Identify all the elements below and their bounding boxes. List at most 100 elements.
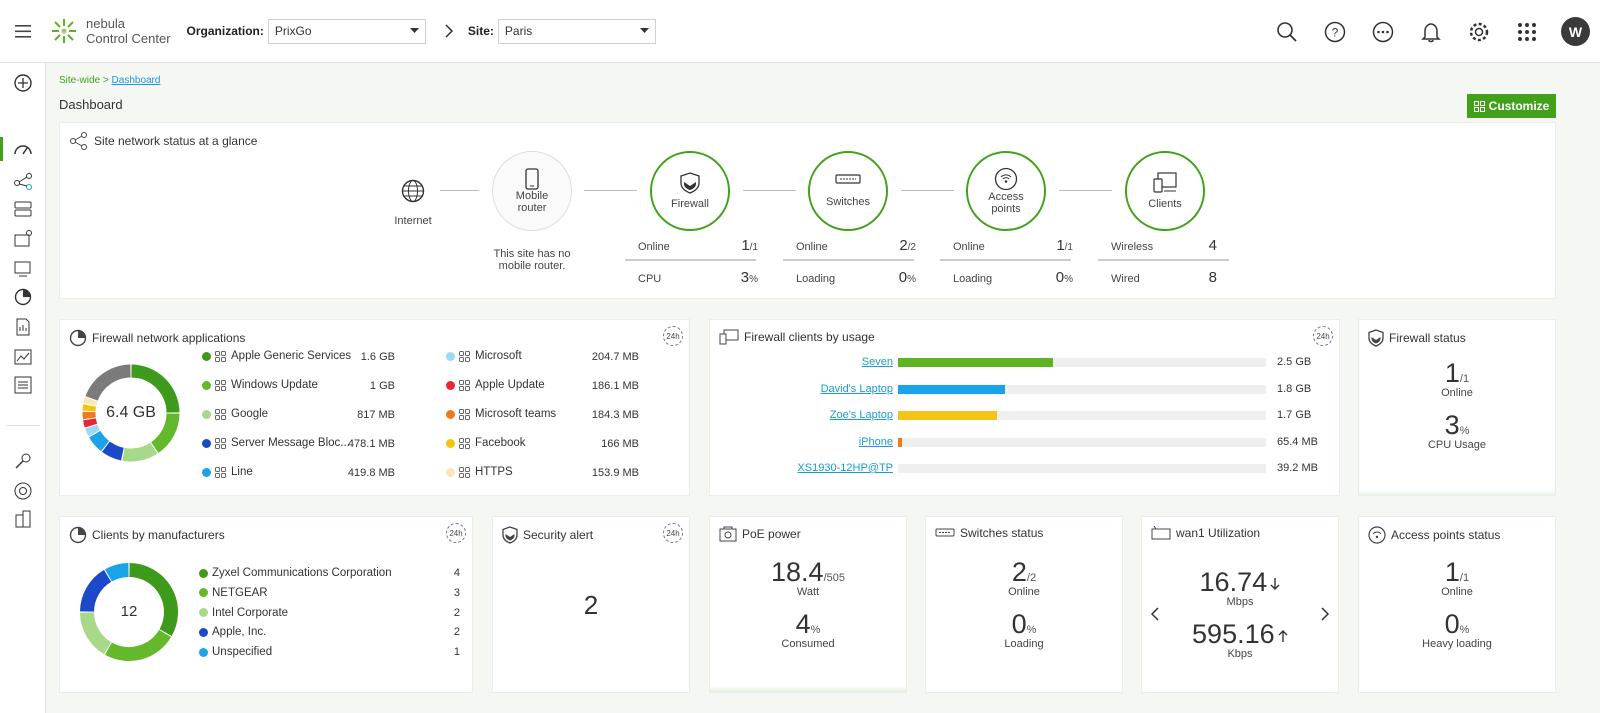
- app-legend-item[interactable]: Microsoft teams: [446, 408, 556, 420]
- manufacturer-legend-item[interactable]: Unspecified: [199, 646, 272, 658]
- donut-segment[interactable]: [80, 612, 112, 655]
- line-chart-icon[interactable]: [13, 347, 33, 367]
- client-link[interactable]: Seven: [861, 356, 893, 368]
- gauge-icon[interactable]: [13, 139, 33, 159]
- more-icon[interactable]: [1369, 18, 1397, 46]
- donut-segment[interactable]: [131, 364, 180, 413]
- help-icon[interactable]: ?: [1321, 18, 1349, 46]
- donut-segment[interactable]: [122, 442, 158, 462]
- app-legend-name: Facebook: [475, 437, 526, 449]
- server-icon[interactable]: [13, 199, 33, 219]
- menu-icon[interactable]: [0, 0, 46, 63]
- app-legend-item[interactable]: Microsoft: [446, 350, 522, 362]
- fw-clients-title-text: Firewall clients by usage: [744, 330, 875, 344]
- fw-clients-title: Firewall clients by usage: [719, 329, 875, 345]
- ap-load-unit: %: [1064, 274, 1073, 285]
- report-icon[interactable]: [13, 317, 33, 337]
- app-legend-value: 153.9 MB: [591, 467, 639, 479]
- building-icon[interactable]: [13, 509, 33, 529]
- app-legend-value: 1 GB: [369, 380, 395, 392]
- legend-dot: [202, 380, 211, 390]
- support-icon[interactable]: [13, 481, 33, 501]
- donut-segment[interactable]: [82, 404, 97, 412]
- app-icon: [215, 350, 226, 362]
- donut-segment[interactable]: [150, 413, 180, 453]
- 24h-icon[interactable]: 24h: [1313, 326, 1333, 346]
- firewall-node[interactable]: Firewall: [650, 151, 730, 231]
- org-select[interactable]: PrixGo: [267, 18, 426, 44]
- client-link[interactable]: Zoe's Laptop: [829, 409, 893, 421]
- app-legend-name: HTTPS: [475, 466, 513, 478]
- pie-chart-icon: [69, 526, 87, 544]
- clients-node[interactable]: Clients: [1125, 151, 1205, 231]
- avatar[interactable]: W: [1561, 17, 1590, 46]
- monitor-icon[interactable]: [13, 259, 33, 279]
- donut-segment[interactable]: [85, 364, 131, 401]
- customize-button[interactable]: Customize: [1467, 94, 1556, 118]
- app-legend-item[interactable]: HTTPS: [446, 466, 513, 478]
- manufacturer-count: 1: [453, 646, 460, 659]
- chevron-right-icon: [445, 24, 453, 38]
- fw-online-total: /1: [749, 242, 758, 253]
- wan-upload-unit: Kbps: [1227, 648, 1253, 660]
- donut-segment[interactable]: [129, 563, 178, 636]
- usage-bar: [898, 437, 903, 447]
- usage-bar-track: [898, 384, 1266, 394]
- nebula-logo[interactable]: nebula Control Center: [50, 16, 171, 46]
- pie-chart-icon: [69, 329, 87, 347]
- 24h-icon[interactable]: 24h: [663, 326, 683, 346]
- app-legend-item[interactable]: Apple Generic Services: [202, 350, 351, 362]
- app-legend-value: 817 MB: [357, 409, 395, 421]
- manufacturer-legend-item[interactable]: Intel Corporate: [199, 607, 288, 619]
- client-link[interactable]: David's Laptop: [820, 382, 893, 395]
- donut-segment[interactable]: [83, 418, 98, 428]
- manufacturers-title-text: Clients by manufacturers: [92, 528, 225, 542]
- app-legend-item[interactable]: Windows Update: [202, 379, 318, 391]
- donut-segment[interactable]: [80, 569, 112, 612]
- donut-segment[interactable]: [85, 424, 100, 437]
- 24h-icon[interactable]: 24h: [446, 523, 466, 543]
- legend-dot: [446, 467, 455, 477]
- fw-apps-title: Firewall network applications: [69, 329, 245, 347]
- donut-segment[interactable]: [83, 397, 98, 406]
- dashboard-plus-icon[interactable]: [13, 73, 33, 93]
- manufacturer-legend-item[interactable]: NETGEAR: [199, 587, 268, 599]
- breadcrumb-dashboard-link[interactable]: Dashboard: [111, 75, 161, 86]
- client-link[interactable]: XS1930-12HP@TP: [797, 462, 893, 474]
- app-legend-item[interactable]: Apple Update: [446, 379, 545, 391]
- donut-segment[interactable]: [102, 441, 125, 461]
- app-legend-value: 186.1 MB: [591, 380, 639, 392]
- donut-segment[interactable]: [89, 430, 110, 452]
- apps-grid-icon[interactable]: [1513, 18, 1541, 46]
- usage-bar-track: [898, 464, 1266, 473]
- search-icon[interactable]: [1273, 18, 1301, 46]
- manufacturer-legend-item[interactable]: Zyxel Communications Corporation: [199, 567, 392, 579]
- org-label: Organization:: [186, 24, 264, 38]
- client-link[interactable]: iPhone: [858, 435, 893, 448]
- switches-node[interactable]: Switches: [808, 151, 888, 231]
- switches-label: Switches: [825, 196, 871, 208]
- app-legend-item[interactable]: Line: [202, 466, 253, 478]
- security-device-icon[interactable]: [13, 229, 33, 249]
- 24h-icon[interactable]: 24h: [663, 523, 683, 543]
- donut-segment[interactable]: [105, 629, 172, 661]
- app-legend-item[interactable]: Facebook: [446, 437, 526, 449]
- chevron-left-icon[interactable]: [1150, 607, 1160, 621]
- site-select[interactable]: Paris: [497, 18, 656, 44]
- settings-list-icon[interactable]: [13, 375, 33, 395]
- client-usage-row: XS1930-12HP@TP 39.2 MB: [710, 462, 1340, 476]
- donut-segment[interactable]: [105, 563, 129, 582]
- key-search-icon[interactable]: [13, 451, 33, 471]
- topology-icon[interactable]: [13, 171, 33, 191]
- pie-chart-icon[interactable]: [13, 287, 33, 307]
- app-legend-item[interactable]: Google: [202, 408, 268, 420]
- bell-icon[interactable]: [1417, 18, 1445, 46]
- app-legend-item[interactable]: Server Message Bloc...: [202, 437, 350, 449]
- manufacturer-legend-item[interactable]: Apple, Inc.: [199, 626, 266, 638]
- access-points-node[interactable]: Access points: [966, 151, 1046, 231]
- security-alert-count[interactable]: 2: [583, 590, 599, 620]
- fw-status-cpu-label: CPU Usage: [1427, 439, 1487, 451]
- mobile-router-node[interactable]: Mobile router: [492, 151, 572, 231]
- chevron-right-icon[interactable]: [1320, 607, 1330, 621]
- gear-icon[interactable]: [1465, 18, 1493, 46]
